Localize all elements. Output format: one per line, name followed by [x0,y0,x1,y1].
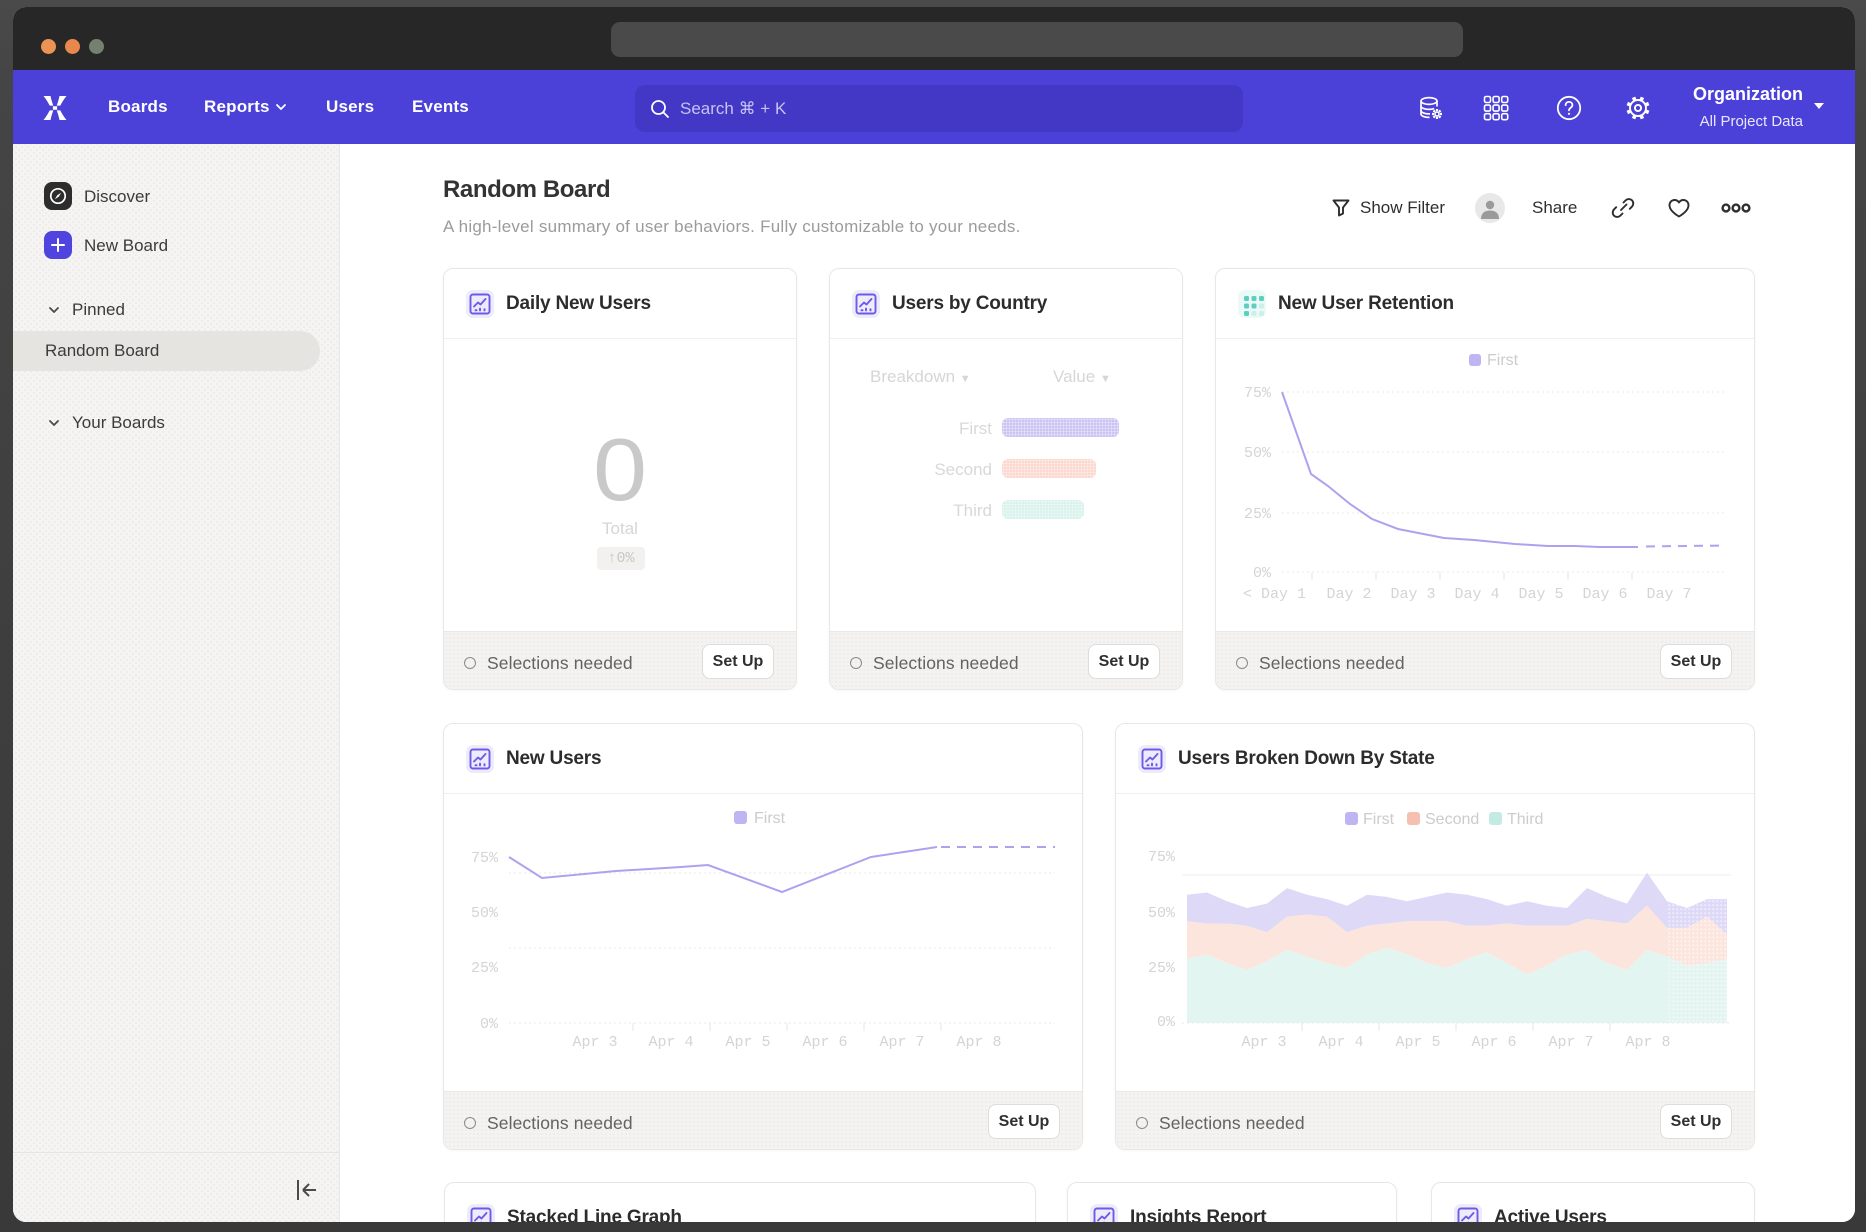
svg-text:25%: 25% [1244,506,1272,523]
svg-text:Second: Second [1425,811,1479,828]
svg-text:75%: 75% [1148,849,1176,866]
svg-text:50%: 50% [471,905,499,922]
svg-text:Apr 8: Apr 8 [956,1034,1001,1051]
svg-text:Apr 4: Apr 4 [648,1034,693,1051]
svg-text:50%: 50% [1148,905,1176,922]
svg-text:0%: 0% [1253,565,1272,582]
svg-text:First: First [754,810,786,827]
svg-text:25%: 25% [471,960,499,977]
svg-text:Apr 6: Apr 6 [1471,1034,1516,1051]
svg-text:Day 3: Day 3 [1390,586,1435,603]
svg-text:First: First [1363,811,1395,828]
svg-text:50%: 50% [1244,445,1272,462]
svg-text:Apr 8: Apr 8 [1625,1034,1670,1051]
svg-text:Day 7: Day 7 [1646,586,1691,603]
svg-text:Apr 6: Apr 6 [802,1034,847,1051]
svg-text:0%: 0% [1157,1014,1176,1031]
svg-text:Apr 4: Apr 4 [1318,1034,1363,1051]
svg-text:Apr 7: Apr 7 [879,1034,924,1051]
svg-text:< Day 1: < Day 1 [1243,586,1306,603]
svg-text:Day 2: Day 2 [1326,586,1371,603]
svg-text:Day 4: Day 4 [1454,586,1499,603]
svg-text:0%: 0% [480,1016,499,1033]
svg-text:75%: 75% [1244,385,1272,402]
svg-text:Day 6: Day 6 [1582,586,1627,603]
svg-text:Apr 3: Apr 3 [1241,1034,1286,1051]
svg-text:Apr 5: Apr 5 [725,1034,770,1051]
svg-text:First: First [1487,352,1519,369]
svg-text:Third: Third [1507,811,1543,828]
svg-text:25%: 25% [1148,960,1176,977]
svg-text:Apr 3: Apr 3 [572,1034,617,1051]
svg-text:Apr 7: Apr 7 [1548,1034,1593,1051]
svg-text:Apr 5: Apr 5 [1395,1034,1440,1051]
svg-text:75%: 75% [471,850,499,867]
svg-text:Day 5: Day 5 [1518,586,1563,603]
